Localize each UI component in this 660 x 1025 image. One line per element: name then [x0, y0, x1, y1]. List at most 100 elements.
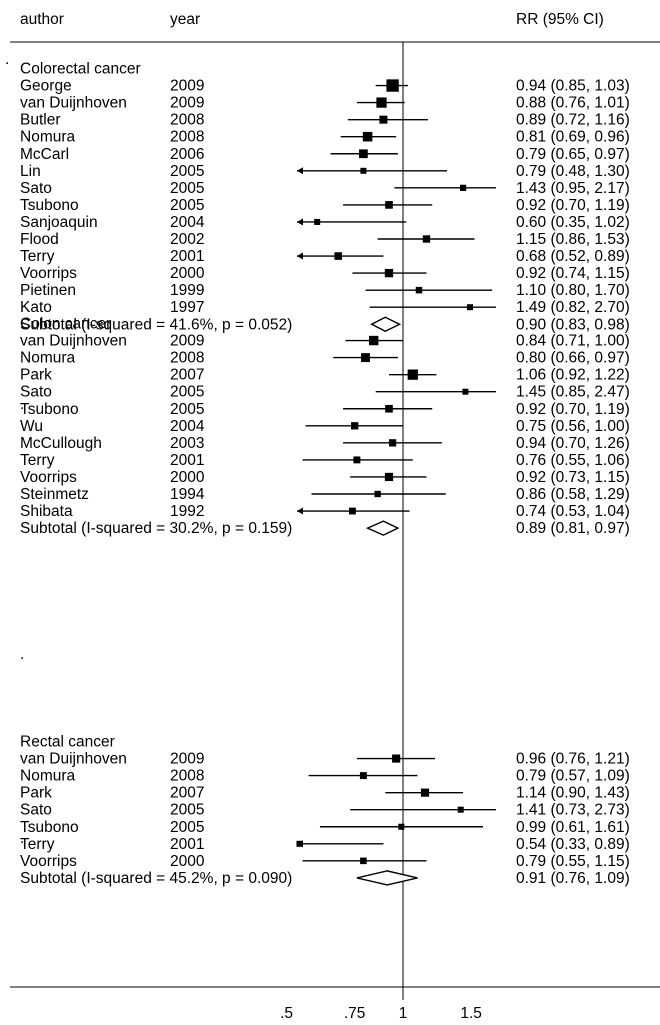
study-year: 2005: [170, 819, 204, 836]
study-estimate: 1.15 (0.86, 1.53): [516, 231, 630, 248]
study-estimate: 0.92 (0.74, 1.15): [516, 265, 630, 282]
study-year: 1997: [170, 299, 204, 316]
study-year: 2001: [170, 836, 204, 853]
stray-dot: .: [5, 51, 9, 68]
study-author: Terry: [20, 248, 55, 265]
point-estimate: [386, 79, 399, 92]
study-year: 2003: [170, 435, 204, 452]
point-estimate: [459, 184, 467, 191]
study-estimate: 0.89 (0.72, 1.16): [516, 112, 630, 129]
study-year: 2000: [170, 853, 205, 870]
subtotal-diamond: [370, 316, 402, 333]
study-author: Terry: [20, 836, 55, 853]
point-estimate: [359, 149, 368, 159]
study-author: Sanjoaquin: [20, 214, 98, 231]
study-estimate: 0.79 (0.65, 0.97): [516, 146, 630, 163]
study-year: 2008: [170, 129, 204, 146]
study-year: 2007: [170, 785, 204, 802]
study-year: 2001: [170, 248, 204, 265]
study-estimate: 1.10 (0.80, 1.70): [516, 282, 630, 299]
study-author: Park: [20, 785, 52, 802]
point-estimate: [360, 857, 367, 865]
point-estimate: [348, 507, 356, 515]
study-author: Voorrips: [20, 265, 77, 282]
subtotal-label: Subtotal (I-squared = 30.2%, p = 0.159): [20, 520, 292, 537]
separator-dot: .: [20, 646, 24, 663]
point-estimate: [466, 304, 473, 311]
study-estimate: 0.75 (0.56, 1.00): [516, 418, 630, 435]
x-tick-label: .5: [280, 1005, 293, 1022]
study-estimate: 0.68 (0.52, 0.89): [516, 248, 630, 265]
study-year: 2008: [170, 768, 204, 785]
study-estimate: 0.99 (0.61, 1.61): [516, 819, 630, 836]
ci-arrow: [297, 218, 303, 226]
point-estimate: [457, 806, 464, 813]
study-author: van Duijnhoven: [20, 95, 127, 112]
study-author: Voorrips: [20, 469, 77, 486]
study-year: 1992: [170, 503, 204, 520]
study-estimate: 0.74 (0.53, 1.04): [516, 503, 630, 520]
point-estimate: [314, 218, 321, 225]
study-year: 2005: [170, 802, 204, 819]
point-estimate: [385, 201, 393, 209]
study-estimate: 0.81 (0.69, 0.96): [516, 129, 630, 146]
ci-arrow: [297, 507, 303, 515]
study-author: van Duijnhoven: [20, 751, 127, 768]
study-estimate: 0.76 (0.55, 1.06): [516, 452, 630, 469]
study-year: 2001: [170, 452, 204, 469]
study-estimate: 1.49 (0.82, 2.70): [516, 299, 630, 316]
study-year: 2005: [170, 401, 204, 418]
study-estimate: 0.96 (0.76, 1.21): [516, 751, 630, 768]
study-author: McCullough: [20, 435, 102, 452]
study-author: Kato: [20, 299, 52, 316]
study-year: 2005: [170, 180, 204, 197]
study-author: McCarl: [20, 146, 69, 163]
study-author: Lin: [20, 163, 41, 180]
study-estimate: 0.79 (0.48, 1.30): [516, 163, 630, 180]
study-year: 2000: [170, 265, 205, 282]
study-year: 2004: [170, 214, 205, 231]
subtotal-diamond: [365, 520, 400, 536]
study-author: Tsubono: [20, 819, 79, 836]
study-author: Pietinen: [20, 282, 76, 299]
study-author: Terry: [20, 452, 55, 469]
point-estimate: [351, 422, 359, 430]
study-estimate: 0.94 (0.85, 1.03): [516, 78, 630, 95]
study-estimate: 0.88 (0.76, 1.01): [516, 95, 630, 112]
point-estimate: [374, 490, 381, 498]
point-estimate: [462, 388, 469, 395]
study-author: Sato: [20, 180, 52, 197]
study-estimate: 0.84 (0.71, 1.00): [516, 333, 630, 350]
point-estimate: [422, 235, 431, 243]
header-estimate: RR (95% CI): [516, 11, 604, 28]
study-year: 2002: [170, 231, 204, 248]
study-estimate: 0.92 (0.70, 1.19): [516, 197, 630, 214]
subtotal-label: Subtotal (I-squared = 45.2%, p = 0.090): [20, 870, 292, 887]
point-estimate: [376, 97, 387, 108]
study-author: van Duijnhoven: [20, 333, 127, 350]
point-estimate: [334, 252, 343, 260]
study-author: Park: [20, 367, 52, 384]
subtotal-estimate: 0.89 (0.81, 0.97): [516, 520, 630, 537]
point-estimate: [384, 268, 394, 278]
point-estimate: [360, 167, 367, 174]
ci-arrow: [297, 167, 303, 175]
x-tick-label: .75: [344, 1005, 366, 1022]
study-author: Nomura: [20, 350, 76, 367]
header-year: year: [170, 11, 200, 28]
study-estimate: 0.92 (0.70, 1.19): [516, 401, 630, 418]
study-author: Sato: [20, 384, 52, 401]
study-year: 2009: [170, 78, 204, 95]
point-estimate: [415, 286, 423, 294]
study-year: 2008: [170, 350, 204, 367]
study-year: 2004: [170, 418, 205, 435]
study-estimate: 0.54 (0.33, 0.89): [516, 836, 630, 853]
study-estimate: 0.79 (0.57, 1.09): [516, 768, 630, 785]
study-author: Tsubono: [20, 197, 79, 214]
study-estimate: 1.06 (0.92, 1.22): [516, 367, 630, 384]
study-author: Butler: [20, 112, 61, 129]
study-year: 2006: [170, 146, 204, 163]
study-year: 2005: [170, 384, 204, 401]
study-year: 2007: [170, 367, 204, 384]
